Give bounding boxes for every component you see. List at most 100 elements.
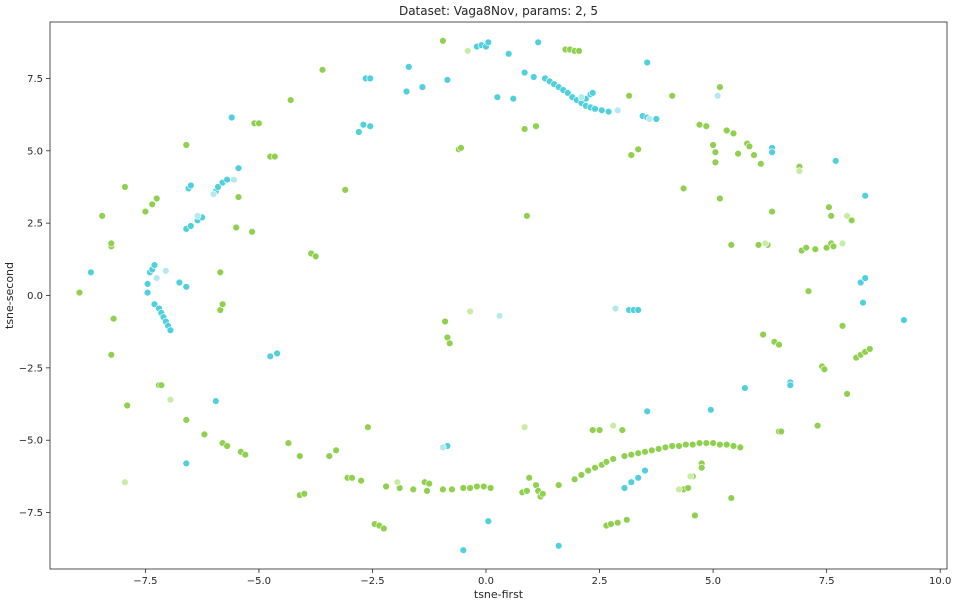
scatter-point bbox=[777, 427, 785, 436]
scatter-point bbox=[439, 485, 447, 494]
scatter-point bbox=[271, 152, 279, 161]
scatter-point bbox=[684, 484, 692, 492]
scatter-point bbox=[641, 448, 649, 456]
scatter-point bbox=[143, 280, 152, 288]
scatter-point bbox=[620, 484, 629, 492]
scatter-point bbox=[312, 252, 320, 261]
scatter-point bbox=[382, 482, 390, 491]
scatter-point bbox=[182, 416, 191, 424]
scatter-point bbox=[228, 113, 236, 122]
scatter-point bbox=[595, 426, 604, 434]
scatter-point bbox=[486, 484, 495, 492]
scatter-point bbox=[446, 339, 454, 347]
scatter-point bbox=[493, 93, 502, 101]
scatter-point bbox=[364, 423, 372, 431]
scatter-point bbox=[727, 241, 735, 249]
scatter-point bbox=[287, 96, 295, 104]
scatter-point bbox=[786, 381, 794, 389]
scatter-point bbox=[218, 300, 227, 308]
scatter-point bbox=[711, 148, 720, 156]
scatter-point bbox=[591, 105, 599, 113]
scatter-point bbox=[153, 274, 161, 282]
scatter-point bbox=[634, 449, 642, 457]
scatter-point bbox=[652, 115, 660, 123]
scatter-point bbox=[831, 157, 840, 165]
scatter-point bbox=[509, 94, 517, 103]
scatter-point bbox=[255, 119, 263, 128]
scatter-point bbox=[623, 516, 631, 524]
scatter-point bbox=[223, 176, 231, 184]
scatter-point bbox=[234, 164, 243, 172]
scatter-point bbox=[525, 474, 533, 482]
scatter-point bbox=[697, 464, 706, 472]
scatter-point bbox=[716, 440, 724, 449]
scatter-point bbox=[166, 396, 175, 404]
scatter-point bbox=[166, 326, 175, 334]
x-axis-title: tsne-first bbox=[474, 588, 524, 601]
scatter-point bbox=[423, 487, 431, 495]
x-tick-label: 0.0 bbox=[478, 576, 494, 587]
y-tick-label: −5.0 bbox=[19, 436, 43, 447]
y-axis-title: tsne-second bbox=[3, 262, 16, 329]
scatter-point bbox=[484, 38, 492, 46]
scatter-point bbox=[716, 194, 724, 203]
scatter-point bbox=[534, 38, 542, 46]
scatter-point bbox=[827, 212, 835, 220]
scatter-point bbox=[611, 304, 620, 313]
scatter-point bbox=[520, 423, 529, 431]
scatter-point bbox=[613, 106, 622, 115]
scatter-point bbox=[627, 451, 635, 459]
scatter-point bbox=[175, 278, 184, 287]
scatter-point bbox=[223, 442, 231, 450]
scatter-point bbox=[620, 452, 629, 460]
scatter-point bbox=[675, 485, 683, 494]
scatter-point bbox=[409, 485, 417, 494]
scatter-point bbox=[325, 452, 333, 460]
scatter-point bbox=[150, 261, 159, 269]
scatter-point bbox=[716, 83, 724, 91]
scatter-point bbox=[418, 83, 427, 91]
scatter-point bbox=[847, 216, 856, 225]
scatter-point bbox=[727, 494, 735, 502]
scatter-point bbox=[402, 87, 411, 96]
scatter-point bbox=[532, 122, 540, 130]
scatter-point bbox=[634, 474, 642, 482]
scatter-point bbox=[722, 440, 731, 449]
scatter-point bbox=[661, 443, 670, 452]
scatter-point bbox=[813, 422, 822, 430]
scatter-point bbox=[232, 223, 240, 232]
scatter-point bbox=[539, 490, 547, 498]
scatter-point bbox=[641, 466, 649, 475]
scatter-point bbox=[575, 47, 583, 55]
scatter-point bbox=[241, 451, 250, 459]
scatter-point bbox=[607, 520, 615, 528]
x-axis: −7.5 −5.0 −2.5 0.0 2.5 5.0 7.5 10.0 bbox=[133, 569, 951, 587]
scatter-point bbox=[230, 176, 238, 184]
scatter-point bbox=[729, 129, 738, 138]
scatter-point bbox=[675, 442, 683, 450]
scatter-point bbox=[150, 300, 159, 308]
scatter-point bbox=[702, 439, 710, 447]
scatter-point bbox=[591, 464, 599, 472]
scatter-point bbox=[366, 74, 374, 83]
scatter-point bbox=[861, 192, 869, 200]
scatter-point bbox=[300, 490, 308, 498]
scatter-point bbox=[273, 349, 281, 358]
y-tick-label: −7.5 bbox=[19, 508, 43, 519]
scatter-point bbox=[162, 267, 170, 275]
scatter-point bbox=[686, 472, 695, 481]
points-layer bbox=[75, 37, 908, 554]
scatter-point bbox=[439, 443, 447, 452]
scatter-point bbox=[484, 517, 492, 525]
scatter-point bbox=[804, 287, 813, 295]
scatter-point bbox=[459, 484, 467, 492]
scatter-point bbox=[802, 244, 810, 252]
scatter-point bbox=[466, 484, 474, 492]
scatter-point bbox=[688, 440, 697, 449]
x-tick-label: 5.0 bbox=[705, 576, 721, 587]
scatter-point bbox=[645, 115, 654, 123]
scatter-point bbox=[609, 455, 617, 463]
scatter-point bbox=[107, 239, 116, 248]
scatter-point bbox=[618, 426, 626, 434]
